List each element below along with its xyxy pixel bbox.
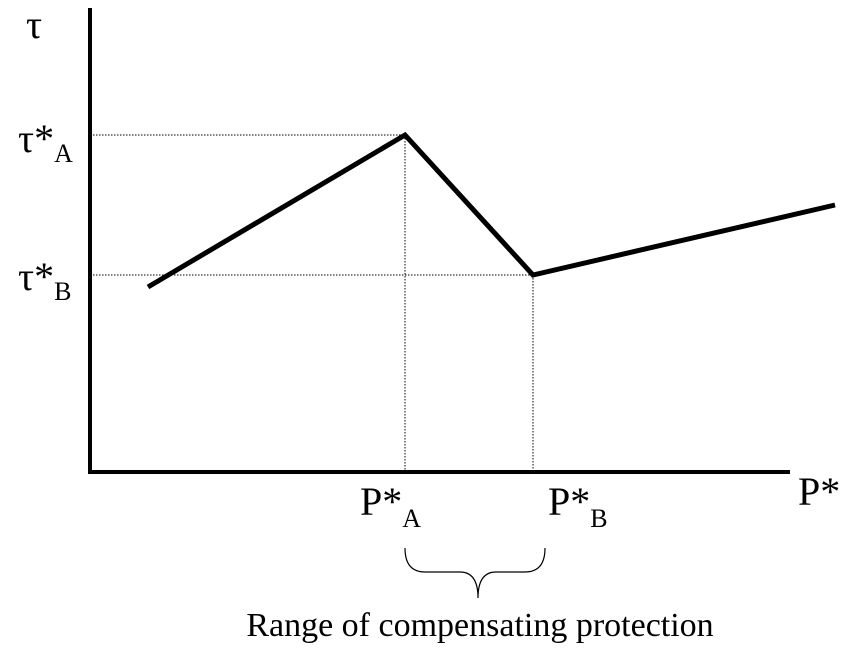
label-sub: A	[402, 504, 421, 533]
y-label: τ*B	[18, 254, 71, 306]
x-label: P*B	[548, 479, 608, 533]
brace-label: Range of compensating protection	[246, 607, 713, 644]
x-axis-label: P*	[798, 469, 840, 514]
label-sub: B	[590, 504, 607, 533]
label-main: P*	[548, 479, 590, 524]
label-main: τ*	[18, 254, 54, 299]
brace	[404, 547, 546, 599]
x-label: P*A	[360, 479, 421, 533]
label-sub: B	[54, 277, 71, 306]
label-main: τ*	[18, 116, 54, 161]
label-sub: A	[54, 139, 73, 168]
curve	[146, 131, 836, 290]
label-main: P*	[360, 479, 402, 524]
guides	[90, 134, 534, 472]
y-label: τ*A	[18, 116, 73, 168]
y-axis-label: τ	[26, 2, 42, 47]
